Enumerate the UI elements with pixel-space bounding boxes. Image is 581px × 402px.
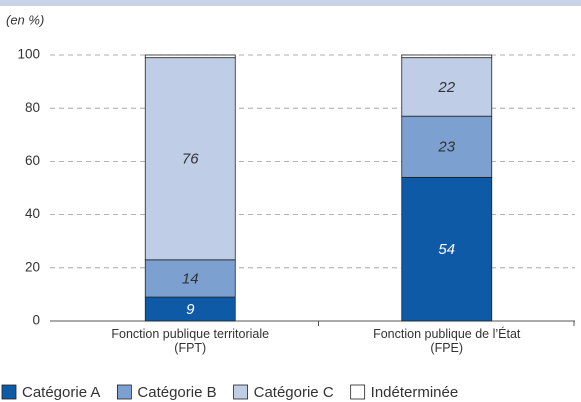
bar-segment	[401, 54, 493, 59]
x-tick-label: Fonction publique de l’État (FPE)	[373, 327, 521, 355]
legend-label: Indéterminée	[371, 384, 459, 401]
legend-label: Catégorie C	[254, 384, 334, 401]
data-label: 23	[437, 139, 455, 156]
bar-segment	[144, 57, 236, 261]
legend-swatch	[350, 384, 366, 400]
bar-segment	[144, 54, 236, 59]
y-tick-label: 40	[25, 206, 40, 221]
legend-swatch	[233, 384, 249, 400]
data-label: 76	[182, 151, 199, 168]
bar-segment	[144, 259, 236, 298]
bar-segment	[401, 115, 493, 178]
data-label: 22	[437, 79, 455, 96]
bar-segment	[401, 57, 493, 117]
y-tick-label: 20	[25, 259, 40, 274]
unit-label: (en %)	[6, 12, 44, 27]
y-tick-label: 0	[32, 313, 40, 328]
legend-label: Catégorie B	[137, 384, 216, 401]
legend-swatch	[116, 384, 132, 400]
data-label: 9	[186, 301, 195, 318]
legend-swatch	[1, 384, 17, 400]
top-band	[0, 0, 581, 6]
bar-segment	[401, 176, 493, 322]
y-tick-label: 80	[25, 100, 40, 115]
legend-label: Catégorie A	[22, 384, 100, 401]
y-tick-label: 100	[17, 47, 40, 62]
y-tick-label: 60	[25, 153, 40, 168]
data-label: 54	[438, 241, 455, 258]
data-label: 14	[182, 270, 199, 287]
x-tick-label: Fonction publique territoriale (FPT)	[111, 327, 270, 355]
